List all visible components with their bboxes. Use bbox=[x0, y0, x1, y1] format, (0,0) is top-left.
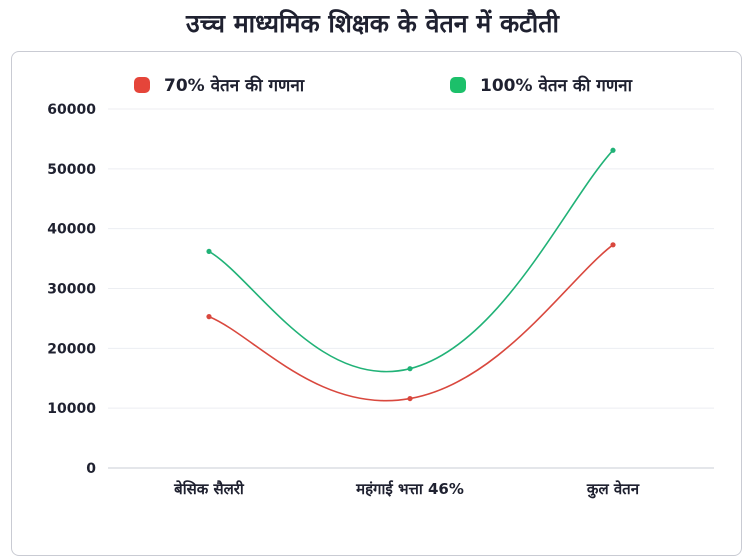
series-line-100 bbox=[208, 149, 614, 373]
legend-label-70: 70% वेतन की गणना bbox=[164, 76, 305, 96]
y-tick-label: 0 bbox=[86, 461, 96, 477]
x-category-label: बेसिक सैलरी bbox=[173, 480, 245, 498]
y-tick-label: 10000 bbox=[47, 401, 96, 417]
y-tick-label: 30000 bbox=[47, 282, 96, 298]
legend-label-100: 100% वेतन की गणना bbox=[480, 76, 633, 96]
data-point-100 bbox=[407, 366, 413, 372]
chart-card bbox=[11, 51, 742, 556]
y-tick-label: 60000 bbox=[47, 102, 96, 118]
x-category-label: कुल वेतन bbox=[586, 480, 640, 499]
data-point-70 bbox=[206, 314, 212, 320]
legend-swatch-70 bbox=[134, 76, 150, 93]
legend-swatch-100 bbox=[450, 76, 466, 93]
data-point-100 bbox=[206, 248, 212, 255]
y-tick-label: 50000 bbox=[47, 162, 96, 178]
y-tick-label: 40000 bbox=[47, 222, 96, 238]
y-tick-label: 20000 bbox=[47, 341, 96, 357]
chart-title: उच्च माध्यमिक शिक्षक के वेतन में कटौती bbox=[186, 9, 559, 38]
legend-item-100[interactable]: 100% वेतन की गणना bbox=[450, 73, 632, 96]
x-category-label: महंगाई भत्ता 46% bbox=[355, 480, 464, 498]
data-point-70 bbox=[407, 395, 413, 402]
data-point-100 bbox=[610, 147, 616, 153]
series-line-70 bbox=[208, 244, 614, 402]
data-point-70 bbox=[610, 242, 616, 248]
legend-item-70[interactable]: 70% वेतन की गणना bbox=[134, 73, 304, 96]
